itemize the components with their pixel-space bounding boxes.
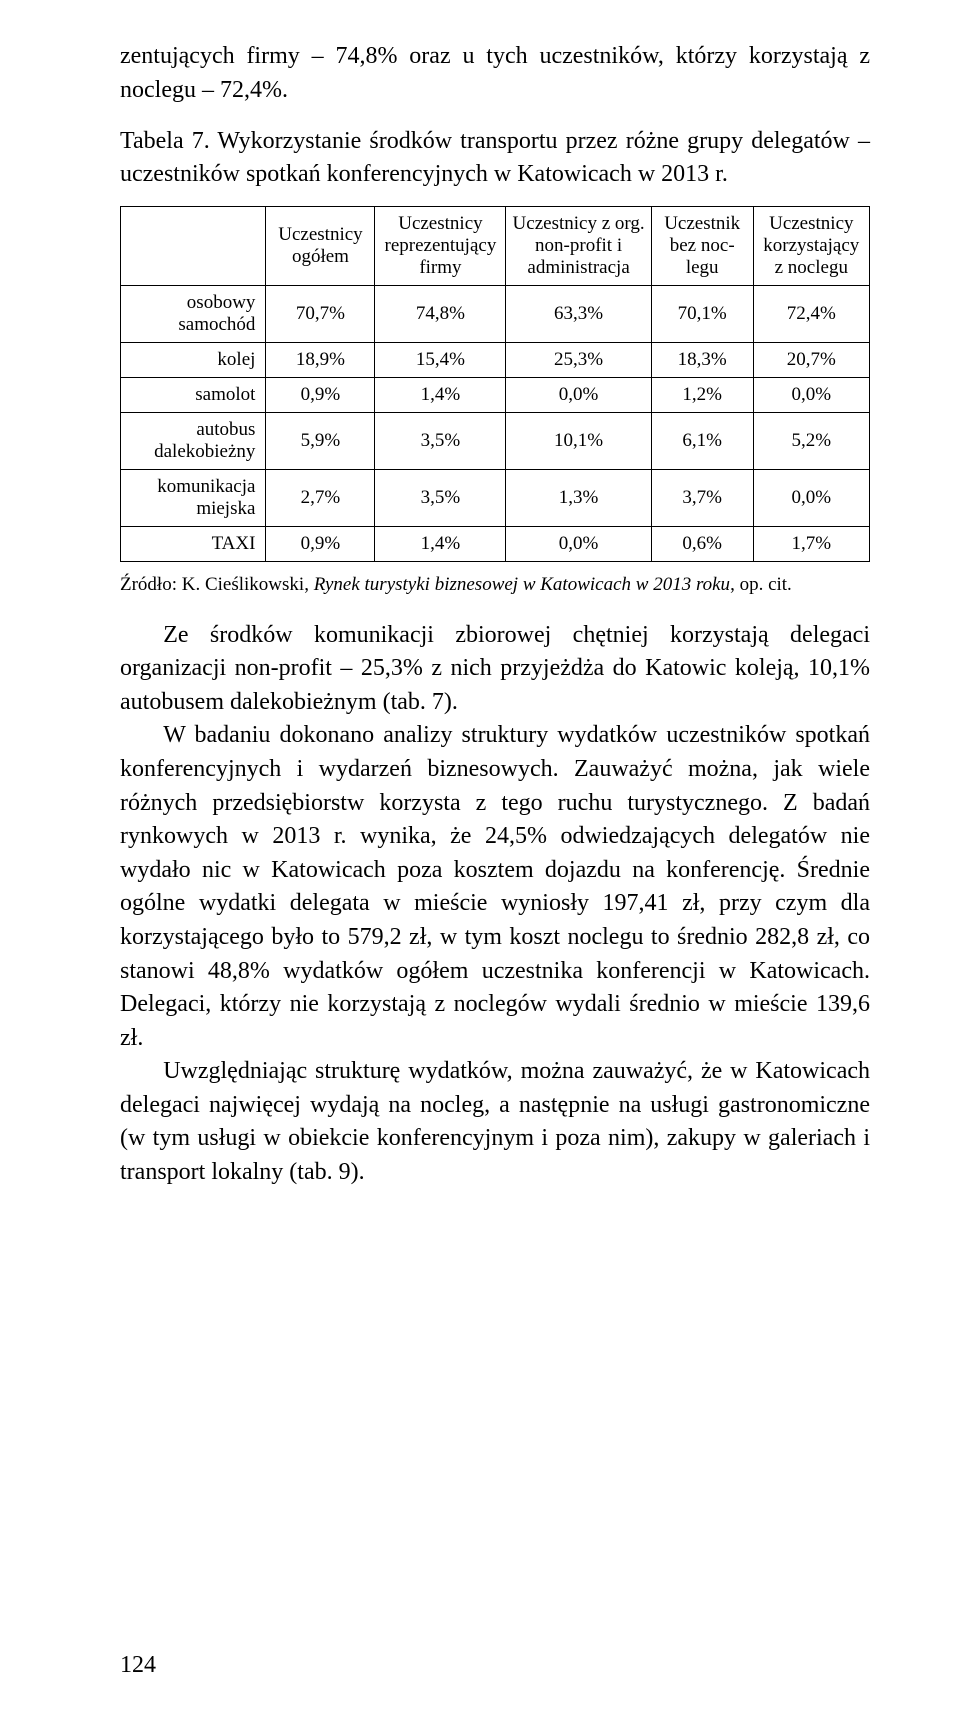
cell: 25,3%: [506, 342, 651, 377]
cell: 18,3%: [651, 342, 753, 377]
cell: 74,8%: [375, 285, 506, 342]
cell: 3,5%: [375, 412, 506, 469]
table-row: osobowy samochód 70,7% 74,8% 63,3% 70,1%…: [121, 285, 870, 342]
cell: 72,4%: [753, 285, 869, 342]
table-row: kolej 18,9% 15,4% 25,3% 18,3% 20,7%: [121, 342, 870, 377]
body-p1: Ze środków komunikacji zbiorowej chętnie…: [120, 619, 870, 720]
row-label: kolej: [121, 342, 266, 377]
table-header: Uczestnicy ogółem: [266, 206, 375, 285]
cell: 0,9%: [266, 526, 375, 561]
cell: 1,4%: [375, 377, 506, 412]
cell: 63,3%: [506, 285, 651, 342]
table-source: Źródło: K. Cieślikowski, Rynek turystyki…: [120, 572, 870, 599]
cell: 6,1%: [651, 412, 753, 469]
cell: 70,1%: [651, 285, 753, 342]
cell: 1,3%: [506, 469, 651, 526]
cell: 1,2%: [651, 377, 753, 412]
row-label: osobowy samochód: [121, 285, 266, 342]
source-italic: Rynek turystyki biznesowej w Katowicach …: [314, 574, 730, 595]
table-header: Uczestnik bez noc­legu: [651, 206, 753, 285]
table-header: Uczestnicy reprezentu­jący firmy: [375, 206, 506, 285]
cell: 70,7%: [266, 285, 375, 342]
cell: 0,0%: [506, 377, 651, 412]
table-header: [121, 206, 266, 285]
table-row: autobus dalekobieżny 5,9% 3,5% 10,1% 6,1…: [121, 412, 870, 469]
cell: 5,9%: [266, 412, 375, 469]
body-p3: Uwzględniając strukturę wydatków, można …: [120, 1055, 870, 1189]
table-header-row: Uczestnicy ogółem Uczestnicy reprezentu­…: [121, 206, 870, 285]
page: zentujących firmy – 74,8% oraz u tych uc…: [0, 0, 960, 1715]
table-caption: Tabela 7. Wykorzystanie środków transpor…: [120, 125, 870, 190]
cell: 0,6%: [651, 526, 753, 561]
cell: 0,9%: [266, 377, 375, 412]
table-row: samolot 0,9% 1,4% 0,0% 1,2% 0,0%: [121, 377, 870, 412]
cell: 3,7%: [651, 469, 753, 526]
cell: 1,4%: [375, 526, 506, 561]
table-header: Uczestnicy z org. non-profit i administr…: [506, 206, 651, 285]
row-label: autobus dalekobieżny: [121, 412, 266, 469]
row-label: komunikacja miejska: [121, 469, 266, 526]
cell: 20,7%: [753, 342, 869, 377]
table-row: komunikacja miejska 2,7% 3,5% 1,3% 3,7% …: [121, 469, 870, 526]
cell: 18,9%: [266, 342, 375, 377]
page-number: 124: [120, 1652, 156, 1679]
cell: 3,5%: [375, 469, 506, 526]
body-p2: W badaniu dokonano analizy struktury wyd…: [120, 719, 870, 1055]
cell: 2,7%: [266, 469, 375, 526]
table-header: Uczestnicy korzysta­jący z noclegu: [753, 206, 869, 285]
source-prefix: Źródło: K. Cieślikowski,: [120, 574, 314, 595]
cell: 1,7%: [753, 526, 869, 561]
cell: 5,2%: [753, 412, 869, 469]
row-label: samolot: [121, 377, 266, 412]
table-row: TAXI 0,9% 1,4% 0,0% 0,6% 1,7%: [121, 526, 870, 561]
row-label: TAXI: [121, 526, 266, 561]
cell: 10,1%: [506, 412, 651, 469]
transport-table: Uczestnicy ogółem Uczestnicy reprezentu­…: [120, 206, 870, 562]
cell: 0,0%: [753, 469, 869, 526]
cell: 0,0%: [506, 526, 651, 561]
cell: 15,4%: [375, 342, 506, 377]
cell: 0,0%: [753, 377, 869, 412]
source-suffix: , op. cit.: [730, 574, 792, 595]
intro-paragraph: zentujących firmy – 74,8% oraz u tych uc…: [120, 40, 870, 107]
